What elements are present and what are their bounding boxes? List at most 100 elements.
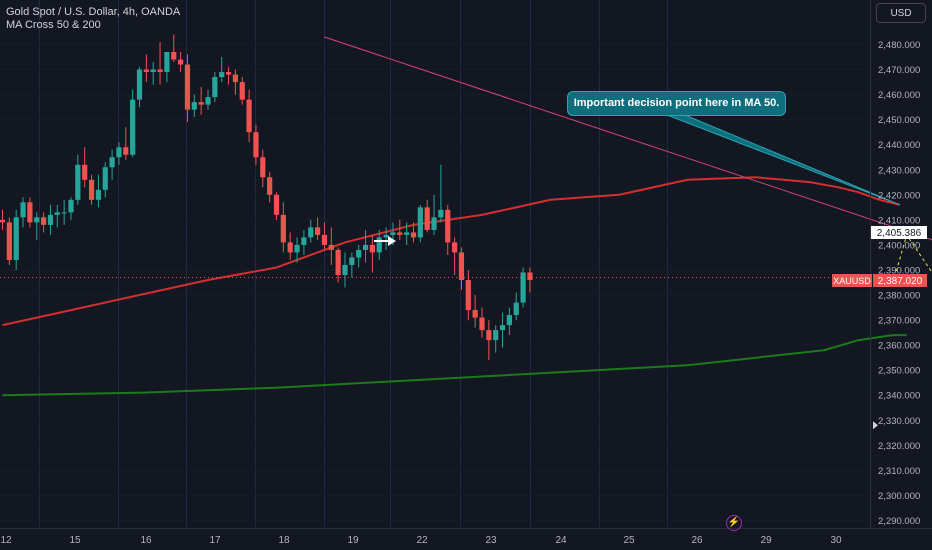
- price-tick-label: 2,470.000: [878, 65, 920, 76]
- ma200-line: [2, 334, 907, 397]
- price-tick-label: 2,320.000: [878, 441, 920, 452]
- symbol-tag-bg: [832, 274, 872, 287]
- time-tick-label: 16: [140, 535, 152, 546]
- annotation-callout[interactable]: Important decision point here in MA 50.: [567, 91, 786, 116]
- price-tick-label: 2,420.000: [878, 190, 920, 201]
- candle-body: [102, 167, 108, 190]
- candle-body: [6, 222, 12, 260]
- candle-body: [520, 272, 526, 303]
- level-tag-value: 2,405.386: [877, 228, 922, 239]
- candle-body: [424, 207, 430, 230]
- price-tick-label: 2,340.000: [878, 391, 920, 402]
- candle-body: [301, 237, 307, 245]
- candle-body: [171, 52, 177, 60]
- price-tick-label: 2,460.000: [878, 90, 920, 101]
- candle-body: [342, 264, 348, 275]
- price-tick-label: 2,300.000: [878, 491, 920, 502]
- symbol-title[interactable]: Gold Spot / U.S. Dollar, 4h, OANDA: [6, 6, 181, 18]
- candle-body: [335, 249, 341, 275]
- candle-body: [27, 202, 33, 223]
- time-tick-label: 12: [0, 535, 12, 546]
- candle-body: [13, 217, 19, 260]
- candle-body: [61, 212, 67, 214]
- candle-body: [383, 234, 389, 238]
- price-tick-label: 2,400.000: [878, 240, 920, 251]
- candle-body: [157, 69, 163, 73]
- candle-body: [465, 279, 471, 311]
- chart-header: Gold Spot / U.S. Dollar, 4h, OANDA MA Cr…: [6, 6, 180, 32]
- candle-body: [486, 330, 492, 341]
- time-tick-label: 15: [69, 535, 81, 546]
- candle-body: [253, 132, 259, 158]
- candle-body: [445, 209, 451, 243]
- symbol-tag: XAUUSD: [833, 276, 871, 286]
- candle-body: [527, 272, 533, 280]
- arrow-icon: [374, 236, 396, 246]
- candle-body: [438, 209, 444, 218]
- candle-body: [212, 77, 218, 98]
- price-axis[interactable]: 2,480.000 2,470.000 2,460.000 2,450.000 2,44…: [870, 0, 921, 528]
- price-tick-label: 2,380.000: [878, 291, 920, 302]
- price-tick-label: 2,370.000: [878, 316, 920, 327]
- lightning-icon[interactable]: ⚡: [726, 515, 742, 531]
- candle-body: [225, 72, 232, 75]
- price-marker-arrow: [873, 421, 878, 430]
- candle-body: [54, 212, 60, 215]
- candle-body: [458, 252, 465, 280]
- candle-body: [506, 315, 512, 326]
- time-axis[interactable]: 12 15 16 17 18 19 22 23 24 25 26 29 30: [0, 528, 932, 547]
- candle-body: [294, 244, 300, 253]
- candle-body: [116, 147, 122, 158]
- candle-body: [219, 72, 225, 78]
- candle-body: [232, 74, 238, 83]
- price-tick-label: 2,430.000: [878, 165, 920, 176]
- price-tick-label: 2,330.000: [878, 416, 920, 427]
- candle-body: [280, 214, 286, 243]
- candle-body: [376, 237, 382, 253]
- price-tick-label: 2,410.000: [878, 215, 920, 226]
- time-tick-label: 23: [485, 535, 497, 546]
- candle-body: [493, 330, 499, 341]
- candles: [0, 34, 533, 361]
- candle-body: [47, 214, 54, 225]
- candle-body: [287, 242, 293, 253]
- candle-body: [41, 217, 47, 225]
- price-tick-label: 2,390.000: [878, 265, 920, 276]
- candle-body: [184, 64, 191, 110]
- time-tick-label: 29: [760, 535, 772, 546]
- candle-body: [369, 244, 375, 253]
- candle-body: [88, 179, 95, 200]
- candle-body: [178, 59, 184, 65]
- price-tick-label: 2,440.000: [878, 140, 920, 151]
- candle-body: [513, 302, 519, 316]
- price-tick-label: 2,360.000: [878, 341, 920, 352]
- candle-body: [273, 194, 280, 215]
- candle-body: [390, 232, 396, 235]
- candle-body: [417, 207, 423, 238]
- candle-body: [267, 177, 273, 195]
- candle-body: [404, 232, 410, 235]
- candle-body: [472, 310, 478, 318]
- candle-body: [75, 164, 81, 200]
- candle-body: [397, 232, 403, 235]
- candle-body: [349, 257, 355, 265]
- candle-body: [34, 217, 40, 223]
- currency-button[interactable]: USD: [876, 3, 926, 23]
- candle-body: [150, 69, 156, 73]
- price-tick-label: 2,450.000: [878, 115, 920, 126]
- candle-body: [362, 244, 369, 250]
- candle-body: [0, 219, 6, 223]
- candle-body: [260, 157, 266, 178]
- candle-body: [143, 69, 149, 73]
- candle-body: [95, 189, 101, 200]
- candle-body: [82, 164, 88, 180]
- time-tick-label: 30: [830, 535, 842, 546]
- callout-pointer: [666, 114, 900, 206]
- candle-body: [164, 52, 170, 73]
- indicator-label[interactable]: MA Cross 50 & 200: [6, 19, 101, 31]
- candle-body: [20, 202, 26, 218]
- price-tags: 2,405.386 XAUUSD 2,387.020: [832, 226, 927, 287]
- candle-body: [205, 97, 211, 105]
- candle-body: [499, 325, 506, 331]
